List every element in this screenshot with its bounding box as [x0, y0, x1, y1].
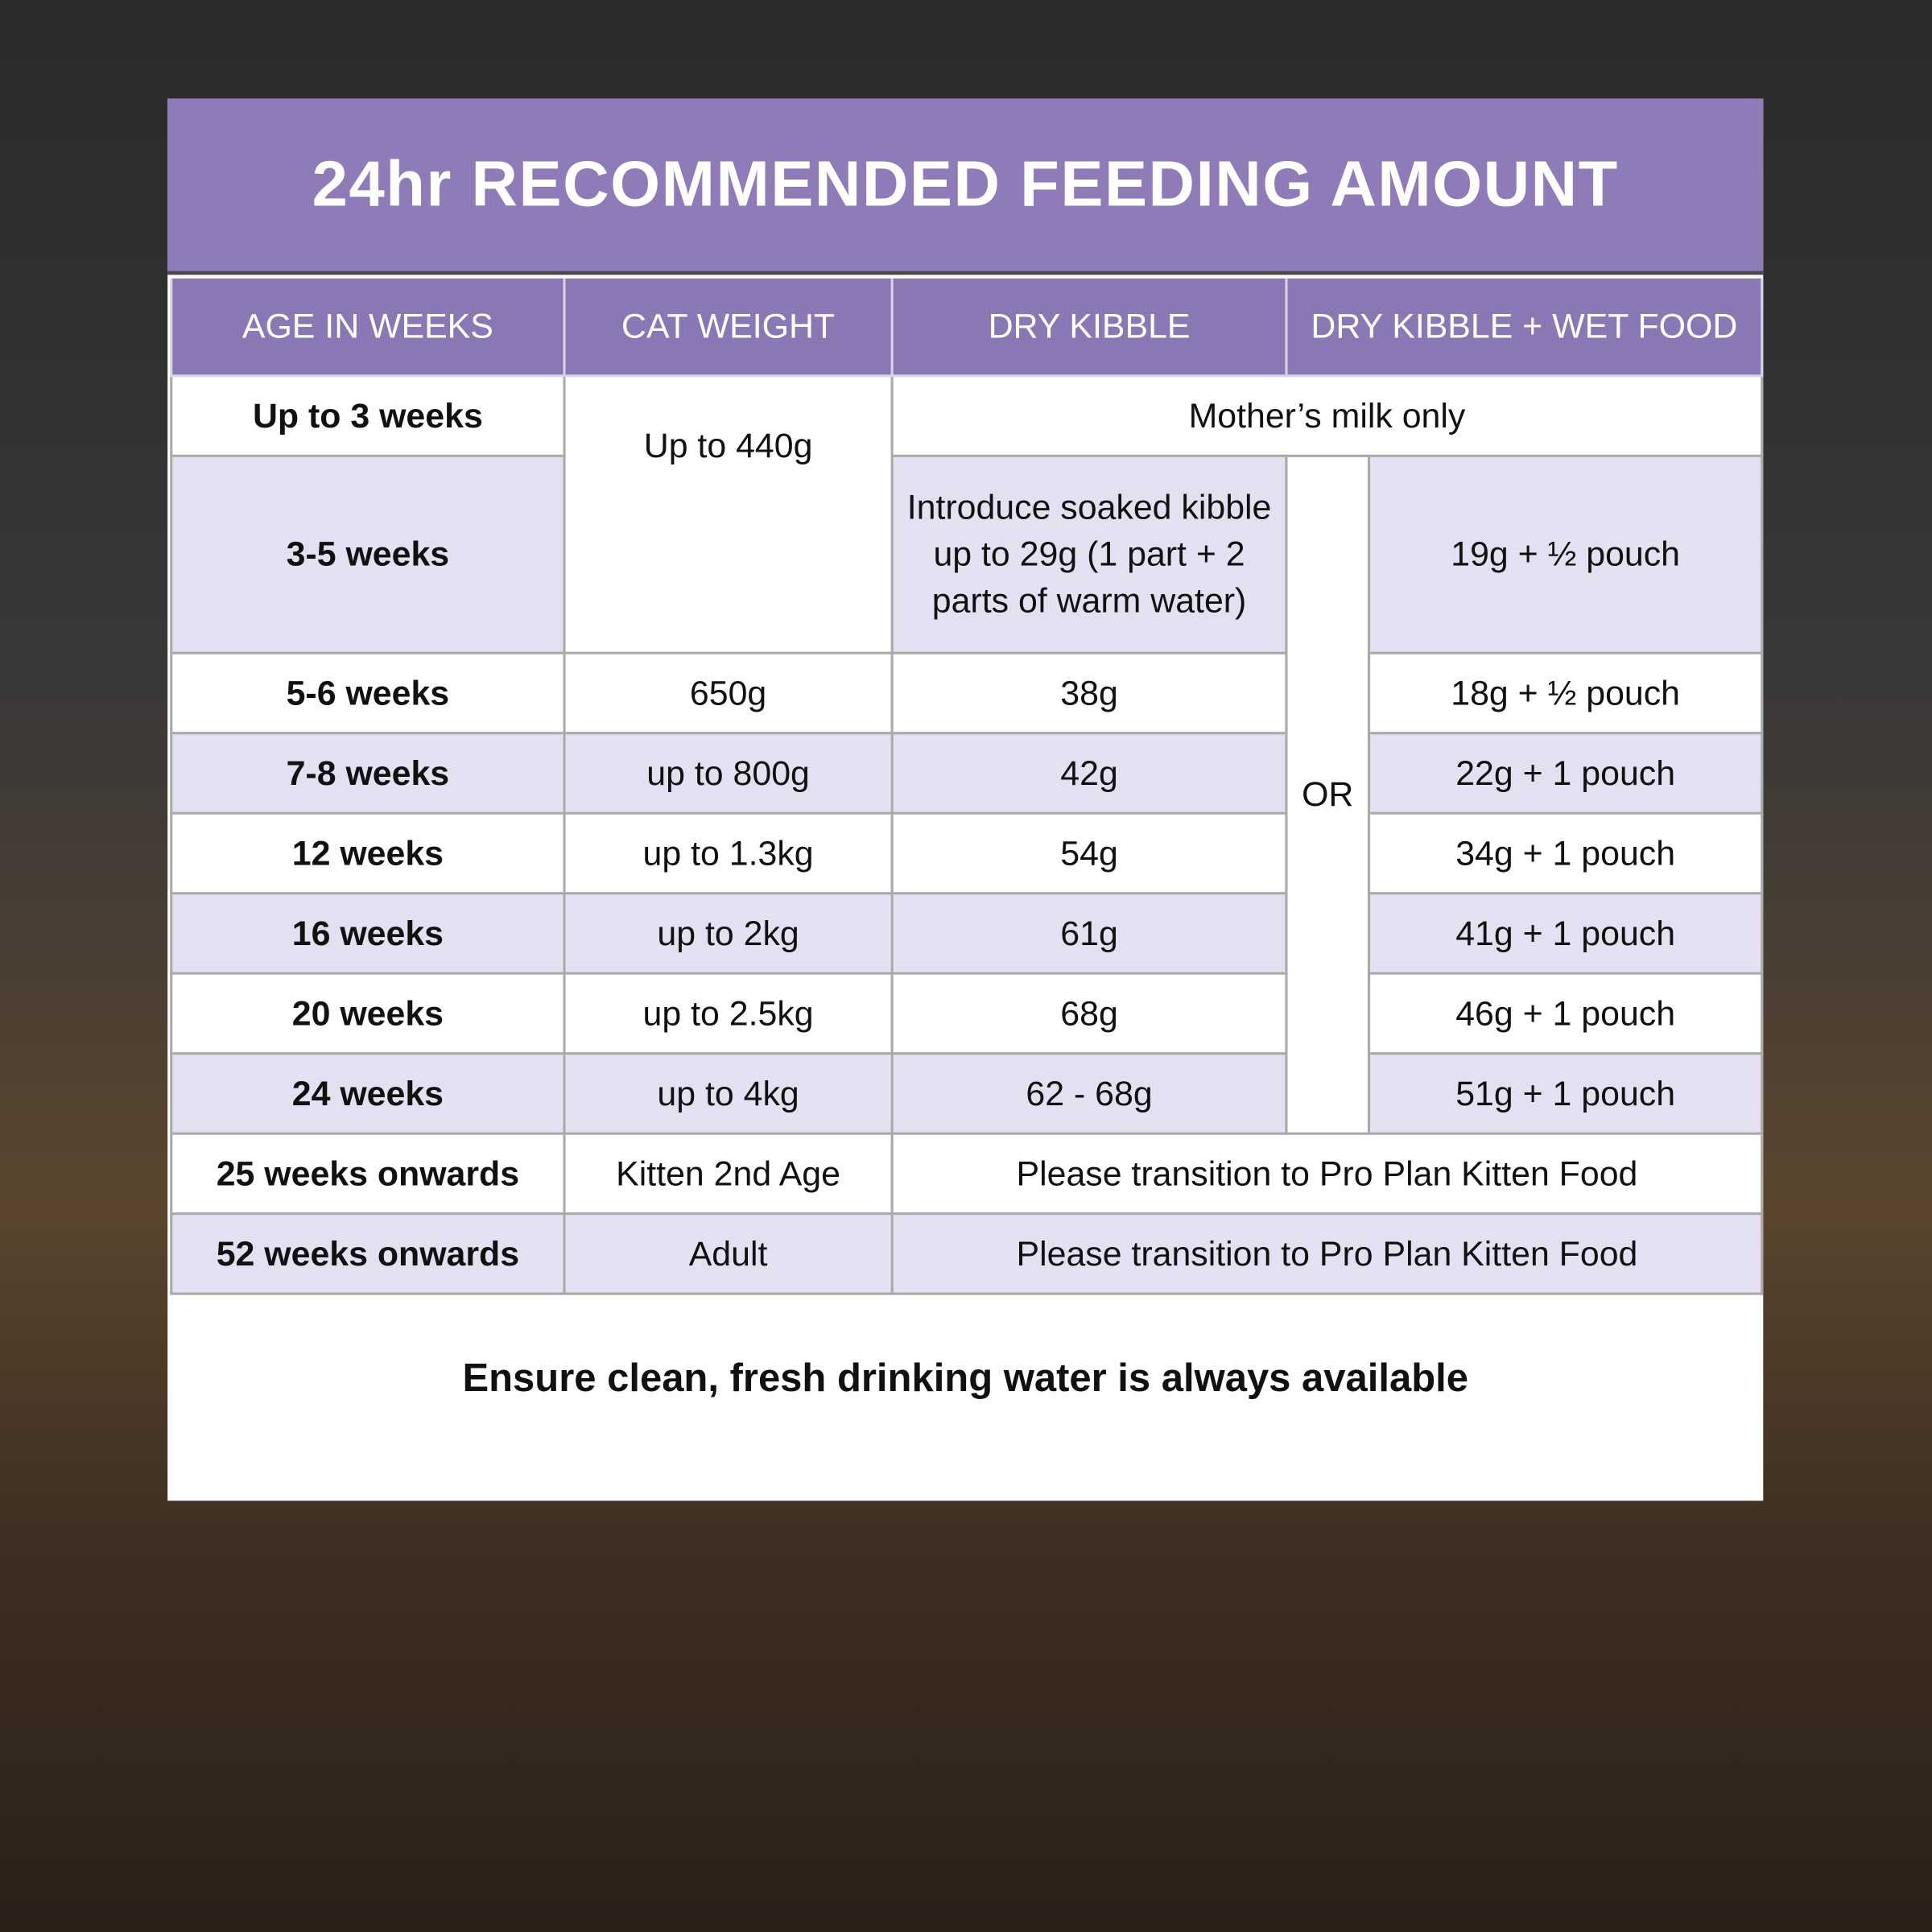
kibble-cell: 62 - 68g [890, 1052, 1288, 1135]
header-row: AGE IN WEEKS CAT WEIGHT DRY KIBBLE DRY K… [170, 278, 1764, 378]
column-header: CAT WEIGHT [563, 278, 894, 378]
age-cell: 52 weeks onwards [170, 1212, 566, 1295]
feeding-table: AGE IN WEEKS CAT WEIGHT DRY KIBBLE DRY K… [170, 278, 1764, 1295]
row: 52 weeks onwards Adult Please transition t… [170, 1212, 1764, 1295]
kibble-cell: 61g [890, 892, 1288, 975]
column-header: DRY KIBBLE [890, 278, 1288, 378]
row: 24 weeks up to 4kg 62 - 68g 51g + 1 pouch [170, 1052, 1764, 1135]
weight-cell: up to 1.3kg [563, 811, 894, 895]
kibble-cell: 42g [890, 732, 1288, 815]
weight-cell: up to 2kg [563, 892, 894, 975]
row: Up to 3 weeks Up to 440g Mother’s milk o… [170, 374, 1764, 654]
age-cell: 5-6 weeks [170, 651, 566, 735]
weight-cell: up to 4kg [563, 1052, 894, 1135]
mixed-cell: 22g + 1 pouch [1367, 732, 1764, 815]
weight-cell: Adult [563, 1212, 894, 1295]
row: 12 weeks up to 1.3kg 54g 34g + 1 pouch [170, 811, 1764, 895]
weight-cell: 650g [563, 651, 894, 735]
row: 3-5 weeks Introduce soaked kibble up to … [170, 454, 1764, 1135]
mixed-cell: 41g + 1 pouch [1367, 892, 1764, 975]
age-cell: 16 weeks [170, 892, 566, 975]
weight-cell: Up to 440g [563, 374, 894, 654]
footer-note: Ensure clean, fresh drinking water is al… [462, 1355, 1468, 1400]
row: 5-6 weeks 650g 38g 18g + ½ pouch [170, 651, 1764, 735]
title: 24hr RECOMMENDED FEEDING AMOUNT [167, 98, 1764, 275]
mixed-cell: 46g + 1 pouch [1367, 972, 1764, 1055]
row: 20 weeks up to 2.5kg 68g 46g + 1 pouch [170, 972, 1764, 1055]
age-cell: 20 weeks [170, 972, 566, 1055]
mixed-cell: 18g + ½ pouch [1367, 651, 1764, 735]
note-cell: Please transition to Pro Plan Kitten Foo… [890, 1212, 1764, 1295]
or-cell: OR [1285, 454, 1371, 1135]
row: 7-8 weeks up to 800g 42g 22g + 1 pouch [170, 732, 1764, 815]
row: 25 weeks onwards Kitten 2nd Age Please tra… [170, 1132, 1764, 1216]
kibble-cell: 38g [890, 651, 1288, 735]
kibble-cell: Introduce soaked kibble up to 29g (1 par… [890, 454, 1288, 654]
age-cell: Up to 3 weeks [170, 374, 566, 457]
mixed-cell: 19g + ½ pouch [1367, 454, 1764, 654]
age-cell: 24 weeks [170, 1052, 566, 1135]
mixed-cell: 34g + 1 pouch [1367, 811, 1764, 895]
weight-cell: Kitten 2nd Age [563, 1132, 894, 1216]
kibble-cell: 68g [890, 972, 1288, 1055]
mixed-cell: 51g + 1 pouch [1367, 1052, 1764, 1135]
feeding-card: 24hr RECOMMENDED FEEDING AMOUNT AGE IN W… [167, 98, 1764, 1501]
age-cell: 12 weeks [170, 811, 566, 895]
age-cell: 3-5 weeks [170, 454, 566, 654]
weight-cell: up to 800g [563, 732, 894, 815]
row: 16 weeks up to 2kg 61g 41g + 1 pouch [170, 892, 1764, 975]
note-cell: Please transition to Pro Plan Kitten Foo… [890, 1132, 1764, 1216]
age-cell: 25 weeks onwards [170, 1132, 566, 1216]
note-cell: Mother’s milk only [890, 374, 1764, 457]
age-cell: 7-8 weeks [170, 732, 566, 815]
column-header: AGE IN WEEKS [170, 278, 566, 378]
weight-cell: up to 2.5kg [563, 972, 894, 1055]
kibble-cell: 54g [890, 811, 1288, 895]
column-header: DRY KIBBLE + WET FOOD [1285, 278, 1764, 378]
